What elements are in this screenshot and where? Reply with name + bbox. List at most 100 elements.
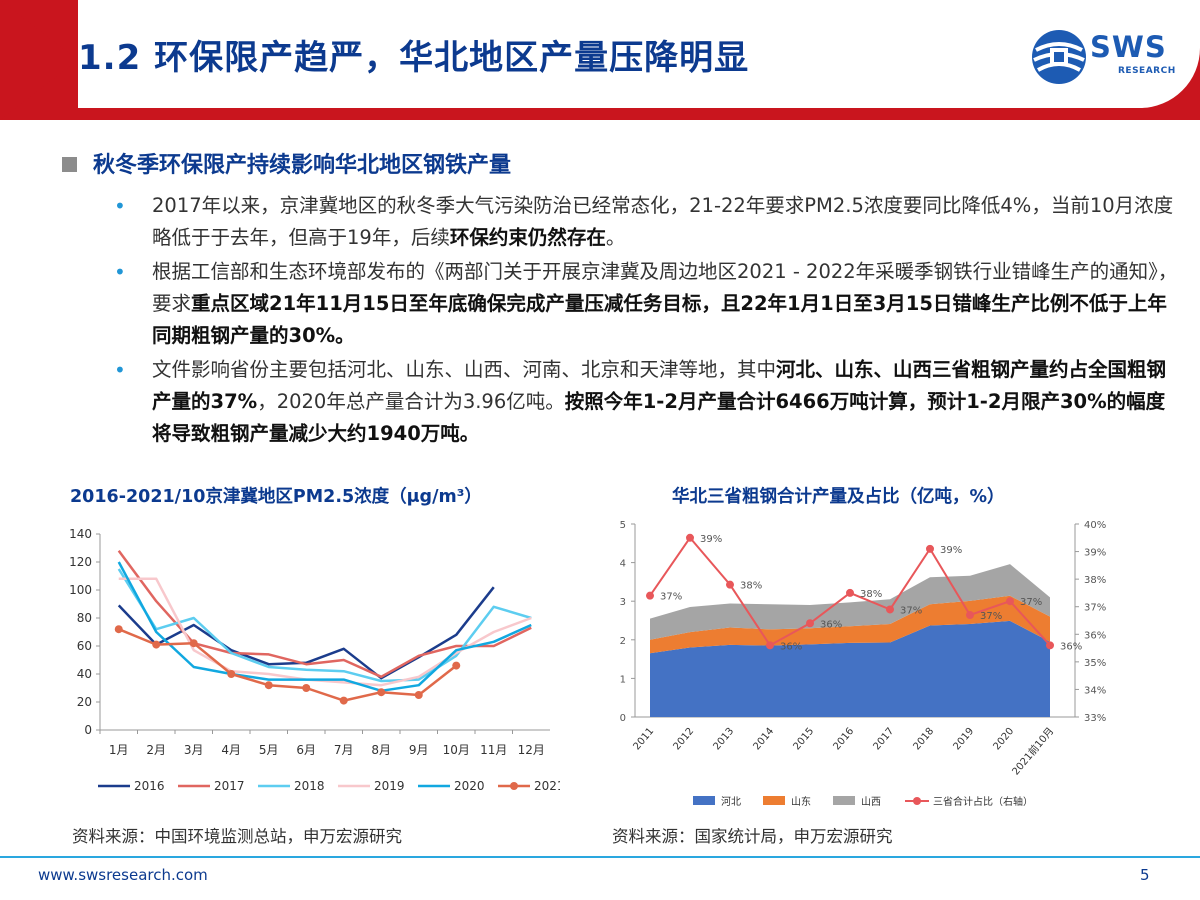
bullet-bold-text: 重点区域21年11月15日至年底确保完成产量压减任务目标，且22年1月1日至3月… [152,292,1167,347]
right-chart-source: 资料来源：国家统计局，申万宏源研究 [612,827,893,846]
y-tick-label: 40 [77,667,92,681]
x-tick-label: 9月 [409,743,429,757]
y-tick-label: 120 [69,555,92,569]
ratio-data-label: 38% [740,581,762,592]
bullet-dot-icon: • [114,358,126,382]
ratio-data-label: 37% [980,611,1002,622]
x-tick-label: 5月 [259,743,279,757]
point-2021 [114,625,123,634]
y-tick-label: 60 [77,639,92,653]
ratio-point [686,533,694,542]
bullet-bold-text: 河北、山东、山西三省粗钢产量约占全国粗钢产量的37% [152,358,1167,413]
ratio-point [846,588,854,597]
x-tick-label: 7月 [334,743,354,757]
x-tick-label: 11月 [480,743,507,757]
bullet-text: 2017年以来，京津冀地区的秋冬季大气污染防治已经常态化，21-22年要求PM2… [152,194,1174,249]
x-tick-label: 10月 [443,743,470,757]
legend-label: 2017 [214,779,245,793]
point-2021 [152,640,161,649]
x-tick-label: 1月 [109,743,129,757]
x-tick-label: 2021前10月 [1009,725,1056,778]
legend-label: 2019 [374,779,405,793]
ratio-point [966,610,974,619]
legend-label: 山东 [791,795,811,808]
ratio-data-label: 39% [940,545,962,556]
ratio-data-label: 37% [1020,597,1042,608]
x-tick-label: 2011 [632,726,657,753]
footer-url: www.swsresearch.com [38,866,208,884]
x-tick-label: 2013 [712,726,737,753]
point-2021 [452,661,461,670]
y-tick-label: 0 [84,723,92,737]
header-banner: 1.2 环保限产趋严，华北地区产量压降明显 SWS RESEARCH [0,0,1200,120]
x-tick-label: 2014 [752,726,777,753]
legend-swatch-山西 [833,796,855,805]
legend-label: 2018 [294,779,325,793]
y2-tick-label: 34% [1084,685,1106,696]
point-2021 [414,691,423,699]
y2-tick-label: 40% [1084,520,1106,531]
ratio-point [926,544,934,553]
bullet-item: • 根据工信部和生态环境部发布的《两部门关于开展京津冀及周边地区2021 - 20… [110,256,1180,352]
bullet-text: 根据工信部和生态环境部发布的《两部门关于开展京津冀及周边地区2021 - 202… [152,260,1178,315]
ratio-data-label: 39% [700,534,722,545]
y2-tick-label: 39% [1084,548,1106,559]
y2-tick-label: 37% [1084,603,1106,614]
area-河北 [650,620,1050,717]
bullet-text: ，2020年总产量合计为3.96亿吨。 [257,390,565,413]
y-tick-label: 2 [620,636,626,647]
logo-text: SWS [1090,30,1167,64]
y-tick-label: 1 [620,674,626,685]
ratio-data-label: 36% [820,619,842,630]
page-number: 5 [1140,866,1150,884]
point-2021 [339,696,348,705]
legend-swatch-山东 [763,796,785,805]
y2-tick-label: 35% [1084,658,1106,669]
ratio-data-label: 36% [1060,641,1082,652]
x-tick-label: 8月 [371,743,391,757]
bullet-text: 。 [605,226,626,249]
y-tick-label: 80 [77,611,92,625]
ratio-point [726,580,734,589]
series-line-2017 [117,550,532,679]
bullet-item: • 2017年以来，京津冀地区的秋冬季大气污染防治已经常态化，21-22年要求PM… [110,190,1180,254]
y-tick-label: 5 [620,520,626,531]
y-tick-label: 3 [620,597,626,608]
x-tick-label: 2019 [952,726,977,753]
ratio-data-label: 38% [860,589,882,600]
section-heading: 秋冬季环保限产持续影响华北地区钢铁产量 [62,147,1162,179]
bullet-list: • 2017年以来，京津冀地区的秋冬季大气污染防治已经常态化，21-22年要求PM… [110,190,1180,452]
legend-label: 2020 [454,779,485,793]
footer-divider [0,856,1200,858]
y-tick-label: 4 [620,559,626,570]
ratio-point [806,619,814,628]
x-tick-label: 12月 [518,743,545,757]
y2-tick-label: 36% [1084,630,1106,641]
legend-label: 山西 [861,796,881,808]
sws-logo: SWS RESEARCH [1030,28,1180,88]
bullet-dot-icon: • [114,260,126,284]
section-title: 秋冬季环保限产持续影响华北地区钢铁产量 [93,153,512,178]
ratio-point [766,641,774,650]
legend-label: 2021 [534,779,560,793]
point-2021 [377,688,386,697]
legend-label: 2016 [134,779,165,793]
ratio-data-label: 37% [660,592,682,603]
y-tick-label: 140 [69,527,92,541]
left-chart-source: 资料来源：中国环境监测总站，申万宏源研究 [72,827,402,846]
x-tick-label: 2016 [832,726,857,753]
point-2021 [302,684,311,692]
y-tick-label: 20 [77,695,92,709]
x-tick-label: 2018 [912,726,937,753]
left-chart-title: 2016-2021/10京津冀地区PM2.5浓度（μg/m³） [70,487,482,507]
ratio-point [886,605,894,614]
bullet-text: 文件影响省份主要包括河北、山东、山西、河南、北京和天津等地，其中 [152,358,777,381]
point-2021 [264,681,273,690]
x-tick-label: 4月 [221,743,241,757]
legend-swatch-河北 [693,796,715,805]
x-tick-label: 3月 [184,743,204,757]
bullet-bold-text: 按照今年1-2月产量合计6466万吨计算，预计1-2月限产30%的幅度将导致粗钢… [152,390,1166,445]
legend-label: 三省合计占比（右轴） [933,795,1033,808]
ratio-data-label: 37% [900,605,922,616]
